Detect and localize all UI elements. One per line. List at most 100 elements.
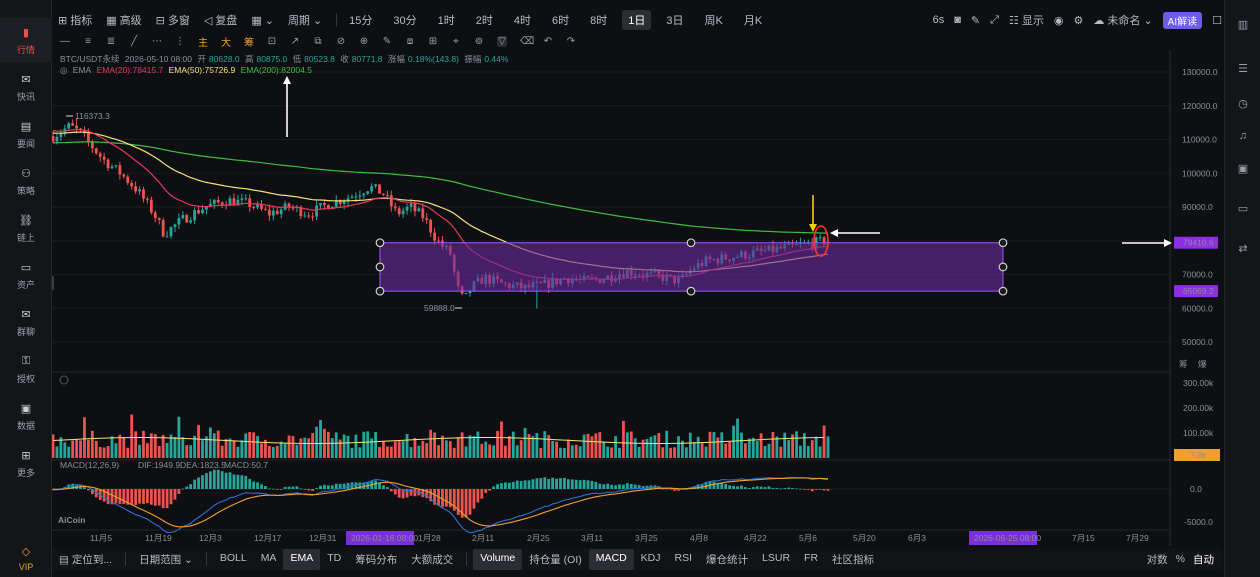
rectangle-handle[interactable] — [375, 286, 385, 296]
camera-icon[interactable]: ◙ — [954, 14, 961, 26]
interval-tab-5[interactable]: 6时 — [552, 15, 570, 27]
rectangle-handle[interactable] — [998, 286, 1008, 296]
sub-indicator-0[interactable]: Volume — [473, 548, 523, 570]
vip-button[interactable]: ◇ VIP — [0, 540, 52, 576]
main-indicator-4[interactable]: 筹码分布 — [355, 553, 398, 566]
sub-indicator-5[interactable]: 爆仓统计 — [706, 553, 749, 566]
clock-icon[interactable]: ◷ — [1238, 97, 1248, 110]
sidebar-item-4[interactable]: ⛓ 链上 — [0, 206, 52, 250]
rectangle-handle[interactable] — [998, 262, 1008, 272]
refresh-rate[interactable]: 6s — [932, 14, 945, 26]
draw-tool-0[interactable]: — — [60, 35, 70, 47]
display-button[interactable]: ☷ 显示 — [1008, 15, 1044, 27]
interval-tab-9[interactable]: 周K — [704, 15, 723, 27]
sidebar-item-9[interactable]: ⊞ 更多 — [0, 441, 52, 485]
interval-tab-3[interactable]: 2时 — [475, 15, 493, 27]
list-icon[interactable]: ☰ — [1238, 62, 1248, 75]
sidebar-item-1[interactable]: ✉ 快讯 — [0, 65, 52, 109]
eye-icon[interactable]: ◉ — [1053, 14, 1064, 27]
draw-tool-6[interactable]: 主 — [198, 37, 208, 49]
rectangle-handle[interactable] — [686, 286, 696, 296]
sidebar-item-5[interactable]: ▭ 资产 — [0, 253, 52, 297]
interval-tab-7[interactable]: 1日 — [622, 10, 652, 30]
sidebar-item-7[interactable]: ⚿ 授权 — [0, 347, 52, 391]
interval-tab-8[interactable]: 3日 — [666, 15, 684, 27]
main-indicator-2[interactable]: EMA — [283, 548, 321, 570]
price-chart[interactable]: 130000.0 120000.0 110000.0 100000.0 90000.0 8… — [0, 0, 1224, 548]
draw-tool-18[interactable]: ⊚ — [474, 35, 484, 47]
sub-indicator-2[interactable]: MACD — [588, 548, 634, 570]
fullscreen-icon[interactable]: ⤢ — [990, 13, 999, 26]
sidebar-item-3[interactable]: ⚇ 策略 — [0, 159, 52, 203]
interval-tab-10[interactable]: 月K — [743, 15, 763, 27]
draw-tool-2[interactable]: ≣ — [106, 35, 116, 47]
draw-tool-5[interactable]: ⋮ — [175, 35, 185, 47]
ai-interpret-button[interactable]: AI解读 — [1162, 11, 1203, 29]
edit-icon[interactable]: ✎ — [970, 14, 981, 27]
draw-tool-22[interactable]: ↷ — [566, 35, 576, 47]
draw-tool-3[interactable]: ╱ — [130, 35, 138, 47]
main-indicator-5[interactable]: 大额成交 — [411, 553, 454, 566]
multi-window-button[interactable]: ⊟ 多窗 — [155, 14, 190, 28]
rectangle-handle[interactable] — [686, 238, 696, 248]
sidebar-item-8[interactable]: ▣ 数据 — [0, 394, 52, 438]
draw-tool-16[interactable]: ⊞ — [428, 35, 438, 47]
swap-icon[interactable]: ⇄ — [1238, 242, 1248, 255]
bell-icon[interactable]: ♫ — [1238, 130, 1248, 142]
draw-tool-1[interactable]: ≡ — [85, 35, 91, 47]
volume-bar — [421, 440, 425, 458]
rectangle-handle[interactable] — [375, 262, 385, 272]
advanced-button[interactable]: ▦ 高级 — [106, 14, 142, 28]
replay-button[interactable]: ◁ 复盘 — [203, 14, 238, 28]
main-indicator-0[interactable]: BOLL — [219, 551, 247, 564]
indicator-button[interactable]: ⊞ 指标 — [58, 14, 93, 28]
settings-icon[interactable]: ⚙ — [1073, 14, 1084, 27]
ema-visibility-icon[interactable]: ◎ — [60, 65, 68, 75]
draw-tool-8[interactable]: 筹 — [244, 37, 254, 49]
draw-tool-17[interactable]: ⌖ — [453, 35, 459, 47]
sidebar-item-0[interactable]: ▮ 行情 — [0, 18, 52, 62]
interval-tab-1[interactable]: 30分 — [393, 15, 417, 27]
document-icon[interactable]: ▣ — [1237, 162, 1249, 175]
draw-tool-14[interactable]: ✎ — [382, 35, 392, 47]
interval-tab-6[interactable]: 8时 — [590, 15, 608, 27]
interval-tab-2[interactable]: 1时 — [437, 15, 455, 27]
scale-option-1[interactable]: % — [1175, 553, 1185, 565]
interval-tab-0[interactable]: 15分 — [349, 15, 373, 27]
draw-tool-4[interactable]: ⋯ — [152, 35, 162, 47]
draw-tool-19[interactable]: ▽ — [497, 35, 507, 47]
sub-indicator-3[interactable]: KDJ — [640, 551, 661, 564]
main-indicator-3[interactable]: TD — [327, 551, 342, 564]
sub-indicator-6[interactable]: LSUR — [762, 551, 791, 564]
orderbook-icon[interactable]: ▥ — [1237, 18, 1249, 31]
sub-indicator-8[interactable]: 社区指标 — [832, 553, 875, 566]
draw-tool-15[interactable]: ⧈ — [406, 35, 414, 47]
interval-tab-4[interactable]: 4时 — [513, 15, 532, 27]
sidebar-item-6[interactable]: ✉ 群聊 — [0, 300, 52, 344]
sub-indicator-1[interactable]: 持仓量 (OI) — [529, 553, 582, 566]
draw-tool-21[interactable]: ↶ — [543, 35, 553, 47]
wallet-icon[interactable]: ▭ — [1237, 202, 1249, 215]
draw-tool-12[interactable]: ⊘ — [336, 35, 346, 47]
locate-button[interactable]: ▤ 定位到... — [59, 553, 113, 566]
period-dropdown[interactable]: 周期 ⌄ — [287, 14, 323, 28]
sidebar-item-2[interactable]: ▤ 要闻 — [0, 112, 52, 156]
draw-tool-11[interactable]: ⧉ — [314, 35, 322, 47]
draw-tool-20[interactable]: ⌫ — [520, 35, 535, 47]
draw-tool-9[interactable]: ⊡ — [267, 35, 277, 47]
scale-option-0[interactable]: 对数 — [1146, 553, 1168, 566]
ema20-value: EMA(20):78415.7 — [96, 65, 164, 75]
close-icon[interactable]: ☐ — [1212, 14, 1222, 27]
draw-tool-10[interactable]: ↗ — [290, 35, 300, 47]
main-indicator-1[interactable]: MA — [260, 551, 277, 564]
rectangle-handle[interactable] — [375, 238, 385, 248]
sub-indicator-4[interactable]: RSI — [674, 551, 693, 564]
draw-tool-13[interactable]: ⊕ — [359, 35, 369, 47]
rectangle-handle[interactable] — [998, 238, 1008, 248]
date-range-dropdown[interactable]: 日期范围 ⌄ — [139, 553, 193, 566]
layout-dropdown-button[interactable]: ▦ ⌄ — [245, 12, 280, 29]
layout-name-dropdown[interactable]: ☁ 未命名 ⌄ — [1093, 15, 1153, 27]
scale-option-2[interactable]: 自动 — [1193, 553, 1214, 566]
sub-indicator-7[interactable]: FR — [804, 551, 819, 564]
draw-tool-7[interactable]: 大 — [221, 37, 231, 49]
